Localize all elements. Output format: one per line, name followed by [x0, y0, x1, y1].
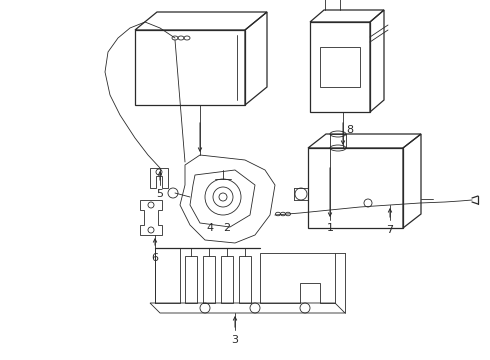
Text: 1: 1	[326, 223, 334, 233]
Text: 3: 3	[231, 335, 239, 345]
Text: 4: 4	[206, 223, 214, 233]
Text: 6: 6	[151, 253, 158, 263]
Text: 7: 7	[387, 225, 393, 235]
Text: 8: 8	[346, 125, 354, 135]
Text: 2: 2	[223, 223, 231, 233]
Text: 5: 5	[156, 189, 164, 199]
